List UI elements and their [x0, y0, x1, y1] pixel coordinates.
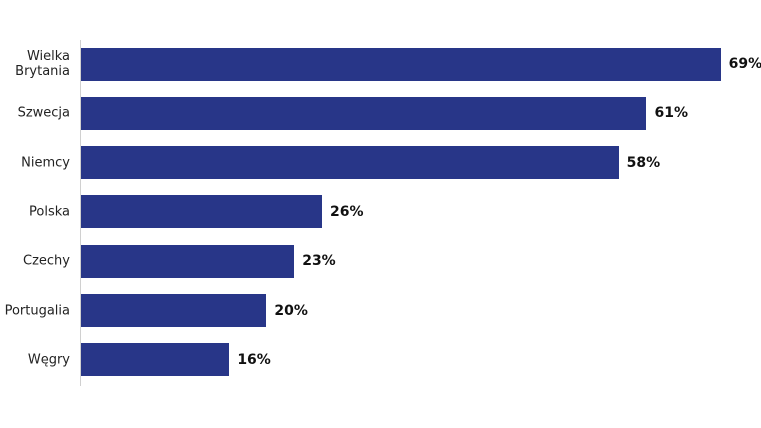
bar — [81, 294, 267, 327]
value-label: 58% — [626, 154, 661, 171]
category-label: Polska — [29, 204, 70, 220]
category-label: Portugalia — [4, 303, 70, 318]
category-label: Czechy — [23, 253, 70, 269]
category-label: Szwecja — [17, 105, 70, 121]
bar — [81, 244, 295, 278]
value-label: 69% — [728, 56, 761, 72]
category-label: Wielka Brytania — [15, 49, 70, 79]
value-label: 23% — [302, 253, 336, 270]
bar — [81, 47, 721, 81]
bar — [81, 343, 230, 377]
value-label: 20% — [274, 302, 308, 319]
bar — [81, 96, 647, 130]
value-label: 16% — [237, 351, 271, 368]
bar — [81, 146, 619, 180]
value-label: 61% — [654, 105, 688, 122]
category-label: Węgry — [27, 352, 70, 368]
category-label: Niemcy — [21, 155, 70, 171]
y-axis-line — [80, 40, 81, 386]
value-label: 26% — [330, 203, 364, 220]
bar — [81, 195, 323, 229]
